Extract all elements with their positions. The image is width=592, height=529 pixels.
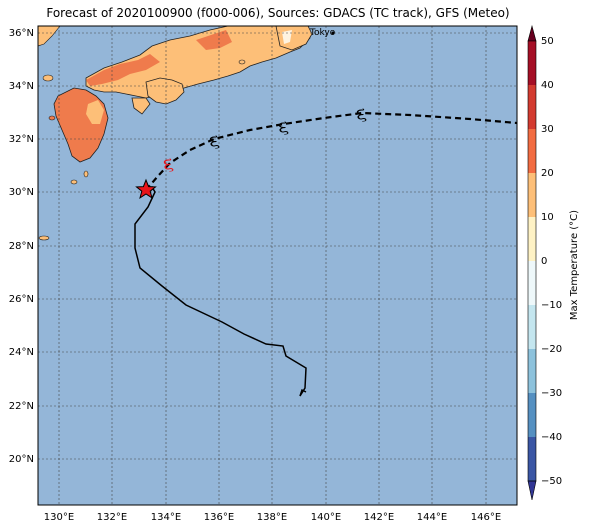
lon-axis: 130°E 132°E 134°E 136°E 138°E 140°E 142°…: [44, 512, 501, 523]
colorbar-segment: [528, 261, 536, 305]
lat-tick-label: 36°N: [9, 28, 34, 39]
cyclone-icon: ૬: [163, 152, 174, 176]
lat-tick-label: 22°N: [9, 401, 34, 412]
map-title: Forecast of 2020100900 (f000-006), Sourc…: [46, 6, 510, 20]
lat-tick-label: 28°N: [9, 241, 34, 252]
colorbar-title: Max Temperature (°C): [569, 210, 580, 320]
colorbar-tick: −30: [541, 388, 562, 399]
colorbar-segment: [528, 393, 536, 437]
colorbar-frame: [527, 40, 537, 482]
honshu-hot-zone: [86, 54, 160, 86]
kii-peninsula: [131, 97, 151, 115]
kanto-cool-zone: [282, 30, 292, 44]
korea-coast: [38, 26, 61, 47]
lon-tick-label: 130°E: [44, 512, 74, 523]
colorbar-extend-bottom: [527, 480, 537, 501]
island: [70, 179, 78, 185]
current-position-star-icon: [135, 178, 157, 200]
colorbar-tick: 30: [541, 124, 554, 135]
colorbar-segment: [528, 217, 536, 261]
lat-axis: 20°N 22°N 24°N 26°N 28°N 30°N 32°N 34°N …: [9, 28, 34, 465]
colorbar-tick: 0: [541, 256, 547, 267]
lat-tick-label: 32°N: [9, 134, 34, 145]
colorbar-tick: 20: [541, 168, 554, 179]
island: [83, 170, 89, 178]
lat-tick-label: 30°N: [9, 187, 34, 198]
forecast-track-line: [145, 111, 518, 191]
lat-tick-label: 26°N: [9, 294, 34, 305]
cyclone-icon: ૬: [209, 129, 220, 153]
colorbar-extend-top: [527, 24, 537, 42]
colorbar-segment: [528, 349, 536, 393]
colorbar-tick: −10: [541, 300, 562, 311]
cyclone-icon: ૬: [278, 115, 289, 139]
city-label-tokyo: Tokyo: [309, 28, 336, 38]
colorbar-segment: [528, 129, 536, 173]
colorbar-tick: −40: [541, 432, 562, 443]
colorbar-segment: [528, 41, 536, 85]
colorbar-segment: [528, 305, 536, 349]
tokyo-marker: [331, 31, 335, 35]
lon-tick-label: 146°E: [471, 512, 501, 523]
lat-tick-label: 24°N: [9, 347, 34, 358]
past-track-line: [134, 186, 307, 397]
island: [48, 115, 56, 121]
ocean-area: [38, 26, 517, 505]
honshu-land: [85, 26, 311, 99]
map-frame: [37, 25, 518, 506]
colorbar-segment: [528, 85, 536, 129]
lat-tick-label: 20°N: [9, 454, 34, 465]
cyclone-symbols: ૬ ૬ ૬ ૬: [163, 102, 367, 176]
kyushu-cool-zone: [86, 100, 104, 124]
lon-tick-label: 144°E: [417, 512, 447, 523]
land-layer: [38, 26, 313, 241]
island: [42, 74, 54, 82]
colorbar-tick: 40: [541, 80, 554, 91]
lon-tick-label: 136°E: [204, 512, 234, 523]
lon-tick-label: 142°E: [364, 512, 394, 523]
colorbar: 50 40 30 20 10 0 −10 −20 −30 −40 −50 Max…: [527, 24, 580, 501]
lat-tick-label: 34°N: [9, 81, 34, 92]
colorbar-tick: −20: [541, 344, 562, 355]
colorbar-tick: −50: [541, 476, 562, 487]
island: [38, 235, 50, 241]
lon-tick-label: 134°E: [151, 512, 181, 523]
cyclone-icon: ૬: [356, 102, 367, 126]
lon-tick-label: 138°E: [257, 512, 287, 523]
colorbar-segment: [528, 173, 536, 217]
past-track-tail: [299, 388, 307, 397]
lon-tick-label: 132°E: [97, 512, 127, 523]
colorbar-segment: [528, 437, 536, 481]
colorbar-tick: 50: [541, 36, 554, 47]
honshu-warm-zone: [196, 30, 232, 50]
colorbar-tick: 10: [541, 212, 554, 223]
lon-tick-label: 140°E: [311, 512, 341, 523]
island: [238, 59, 246, 65]
